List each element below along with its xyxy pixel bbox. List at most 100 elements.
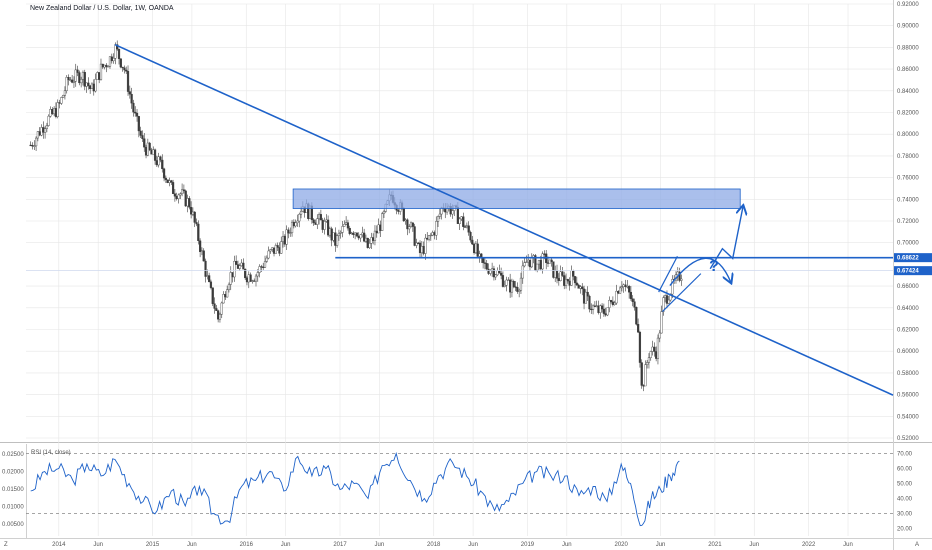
candle-body bbox=[445, 208, 449, 213]
candle-body bbox=[415, 242, 418, 246]
candle-body bbox=[170, 180, 173, 183]
candle-body bbox=[159, 156, 162, 161]
candle-body bbox=[426, 237, 429, 240]
candle-body bbox=[404, 219, 407, 222]
candle-body bbox=[336, 235, 339, 246]
flag-channel-lower bbox=[662, 273, 702, 313]
candle-body bbox=[110, 56, 113, 62]
candle-body bbox=[608, 300, 611, 308]
candle-body bbox=[323, 221, 326, 230]
corner-label-left[interactable]: Z bbox=[4, 542, 8, 548]
candle-body bbox=[617, 290, 620, 294]
candle-body bbox=[289, 232, 292, 234]
candle-body bbox=[377, 224, 380, 234]
candle-body bbox=[251, 280, 254, 282]
price-label: 0.68622 bbox=[897, 256, 919, 262]
rsi-left-tick-label: 0.01500 bbox=[2, 487, 24, 493]
candle-body bbox=[633, 301, 636, 308]
candle-body bbox=[200, 250, 204, 252]
candle-body bbox=[660, 311, 663, 334]
candle-body bbox=[487, 268, 490, 274]
candle-body bbox=[175, 195, 178, 199]
candle-body bbox=[89, 85, 92, 89]
candle-body bbox=[135, 112, 139, 117]
candle-body bbox=[287, 229, 290, 234]
auto-scale-toggle[interactable]: A bbox=[915, 542, 919, 548]
candle-body bbox=[76, 69, 79, 73]
candle-body bbox=[354, 232, 357, 236]
candle-body bbox=[591, 305, 595, 310]
candle-body bbox=[117, 48, 121, 59]
price-axis-tick-label: 0.78000 bbox=[897, 154, 919, 160]
candle-body bbox=[420, 246, 423, 254]
candle-body bbox=[662, 297, 665, 312]
time-axis-tick-label: 2016 bbox=[240, 542, 254, 548]
candle-body bbox=[199, 240, 202, 252]
candle-body bbox=[271, 247, 274, 250]
candle-body bbox=[294, 222, 297, 227]
candle-body bbox=[312, 219, 315, 223]
candle-body bbox=[72, 81, 76, 83]
candle-body bbox=[244, 268, 247, 279]
candle-body bbox=[215, 308, 218, 311]
candle-body bbox=[171, 182, 175, 194]
descending-trendline bbox=[114, 43, 894, 396]
candle-body bbox=[218, 314, 222, 320]
candle-body bbox=[501, 275, 505, 287]
candle-body bbox=[141, 135, 144, 139]
candle-body bbox=[537, 259, 541, 265]
candle-body bbox=[211, 287, 214, 304]
candle-body bbox=[637, 324, 640, 333]
candle-body bbox=[51, 109, 54, 115]
time-axis-tick-label: 2021 bbox=[708, 542, 722, 548]
price-axis-tick-label: 0.52000 bbox=[897, 436, 919, 442]
candle-body bbox=[38, 131, 41, 136]
candle-body bbox=[597, 305, 600, 313]
price-label-bg bbox=[894, 266, 932, 276]
time-axis-tick-label: 2018 bbox=[427, 542, 441, 548]
candle-body bbox=[492, 268, 496, 278]
candle-body bbox=[63, 90, 67, 96]
candle-body bbox=[341, 226, 344, 233]
candle-body bbox=[269, 249, 272, 252]
candle-body bbox=[521, 265, 524, 279]
candle-body bbox=[281, 235, 285, 242]
candle-body bbox=[473, 243, 476, 254]
candle-body bbox=[435, 221, 438, 236]
candle-body bbox=[570, 270, 573, 286]
candle-body bbox=[299, 210, 303, 215]
candle-body bbox=[80, 79, 83, 84]
candle-body bbox=[94, 78, 97, 92]
candle-body bbox=[254, 275, 258, 282]
candle-body bbox=[121, 66, 124, 69]
candle-body bbox=[62, 95, 65, 98]
candle-body bbox=[184, 190, 187, 207]
candle-body bbox=[249, 274, 252, 282]
time-axis-tick-label: Jun bbox=[562, 542, 572, 548]
candle-body bbox=[78, 72, 81, 84]
candle-body bbox=[606, 307, 609, 316]
candle-body bbox=[422, 246, 425, 254]
candle-body bbox=[471, 239, 474, 245]
candle-body bbox=[433, 232, 436, 236]
candle-body bbox=[494, 274, 497, 278]
candle-body bbox=[31, 144, 34, 147]
candle-body bbox=[240, 262, 243, 266]
price-label: 0.67424 bbox=[897, 269, 919, 275]
candle-body bbox=[581, 286, 584, 290]
rsi-axis-tick-label: 50.00 bbox=[897, 482, 913, 488]
candle-body bbox=[179, 193, 182, 196]
candle-body bbox=[638, 331, 642, 363]
candle-body bbox=[54, 108, 58, 117]
candle-body bbox=[258, 266, 261, 273]
candle-body bbox=[368, 243, 371, 248]
candle-body bbox=[647, 357, 651, 363]
candle-body bbox=[438, 213, 441, 217]
candle-body bbox=[191, 211, 195, 215]
price-axis-tick-label: 0.82000 bbox=[897, 111, 919, 117]
candle-body bbox=[119, 58, 122, 68]
candle-body bbox=[188, 198, 191, 208]
candle-body bbox=[262, 266, 265, 268]
candle-body bbox=[60, 97, 63, 104]
candle-body bbox=[667, 299, 670, 304]
